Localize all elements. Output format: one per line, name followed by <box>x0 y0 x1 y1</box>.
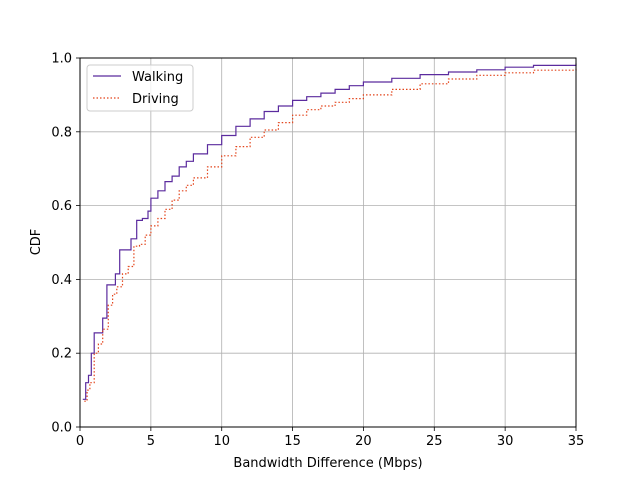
x-tick-label: 20 <box>355 434 372 449</box>
x-tick-label: 0 <box>76 434 84 449</box>
x-tick-label: 25 <box>426 434 443 449</box>
plot-area-frame <box>79 57 577 428</box>
grid <box>79 57 577 428</box>
legend: Walking Driving <box>86 64 194 112</box>
x-tick-label: 35 <box>568 434 585 449</box>
legend-label-driving: Driving <box>132 92 179 107</box>
series-lines <box>82 63 577 402</box>
y-tick-label: 0.2 <box>51 347 72 362</box>
legend-label-walking: Walking <box>132 70 183 85</box>
x-tick-label: 30 <box>497 434 514 449</box>
y-tick-label: 0.6 <box>51 199 72 214</box>
y-axis-label: CDF <box>29 229 44 256</box>
axis-ticks: 0 5 10 15 20 25 30 35 0.0 0.2 0.4 0.6 0.8 1.0 <box>51 52 584 450</box>
y-tick-label: 0.0 <box>51 421 72 436</box>
y-tick-label: 0.8 <box>51 125 72 140</box>
x-tick-label: 10 <box>213 434 230 449</box>
x-tick-label: 5 <box>147 434 155 449</box>
x-axis-label: Bandwidth Difference (Mbps) <box>233 456 422 471</box>
y-tick-label: 0.4 <box>51 273 72 288</box>
x-tick-label: 15 <box>284 434 301 449</box>
y-tick-label: 1.0 <box>51 52 72 67</box>
series-line-driving <box>84 68 577 402</box>
series-line-walking <box>82 63 577 400</box>
